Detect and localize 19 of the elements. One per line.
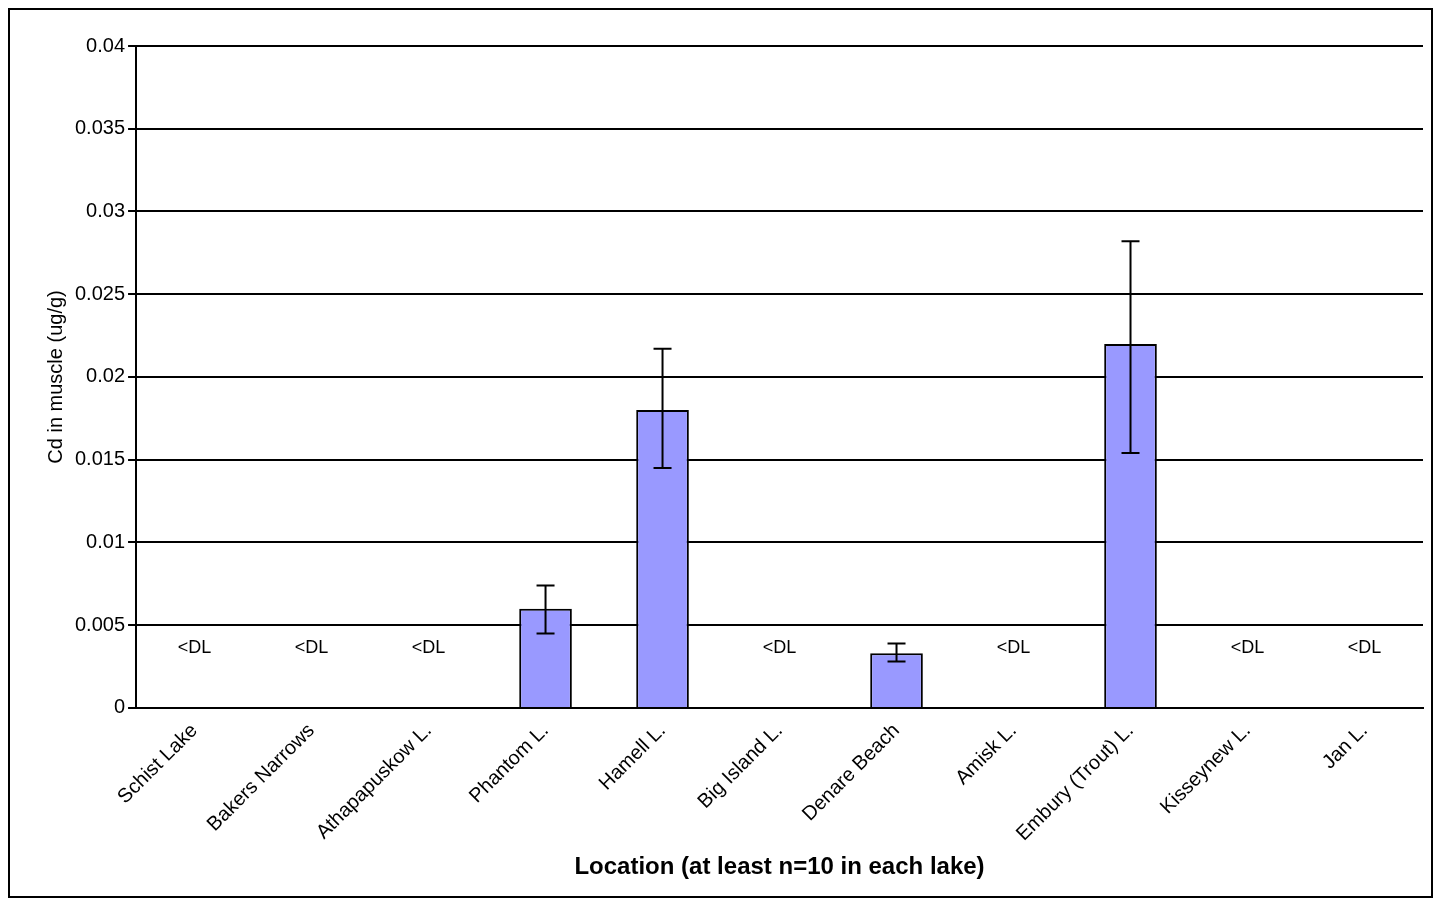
y-tick-label: 0 [113, 695, 126, 718]
text: <DL [1347, 636, 1382, 657]
text: <DL [762, 636, 797, 657]
text: <DL [411, 636, 446, 657]
text: <DL [294, 636, 329, 657]
y-tick-label: 0.035 [74, 116, 126, 139]
y-tick-label: 0.02 [86, 364, 126, 387]
x-axis-title: Location (at least n=10 in each lake) [574, 852, 985, 880]
y-axis-title: Cd in muscle (ug/g) [43, 290, 66, 464]
text: <DL [1230, 636, 1265, 657]
y-tick-label: 0.03 [86, 199, 126, 221]
y-tick-label: 0.025 [74, 281, 126, 304]
text: <DL [996, 636, 1031, 657]
y-tick-label: 0.005 [74, 612, 126, 635]
x-tick-label: Jan L. [1317, 718, 1372, 773]
y-tick-label: 0.015 [74, 447, 126, 470]
text: <DL [177, 636, 212, 657]
y-tick-label: 0.04 [86, 33, 126, 56]
y-tick-label: 0.01 [86, 529, 126, 552]
